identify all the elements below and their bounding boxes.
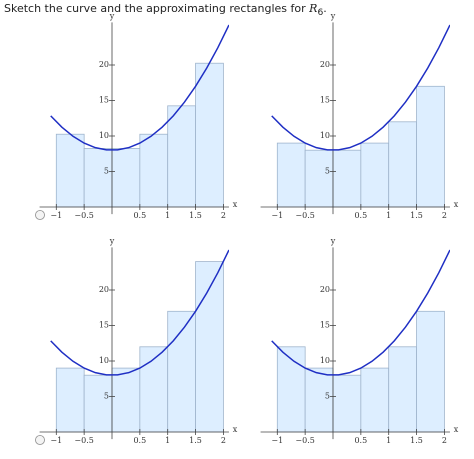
y-tick-label: 10 bbox=[320, 131, 330, 140]
y-tick-label: 10 bbox=[320, 356, 330, 365]
x-tick-label: 0.5 bbox=[133, 436, 146, 445]
bar bbox=[139, 133, 169, 208]
question-text: Sketch the curve and the approximating r… bbox=[4, 2, 306, 15]
y-tick-label: 10 bbox=[99, 356, 109, 365]
chart-panel: x y −1 −0.5 0.5 1 1.5 2 5 10 15 20 bbox=[35, 236, 238, 445]
curve bbox=[271, 249, 450, 376]
bar bbox=[167, 310, 196, 433]
bar bbox=[332, 149, 362, 208]
x-axis-label: x bbox=[233, 200, 238, 209]
x-tick-label: 1 bbox=[386, 211, 391, 220]
y-axis-label: y bbox=[330, 11, 336, 20]
curve bbox=[50, 24, 229, 151]
bar bbox=[167, 105, 196, 208]
x-tick-label: −1 bbox=[271, 436, 283, 445]
x-axis-label: x bbox=[454, 425, 459, 434]
bar bbox=[388, 121, 417, 208]
x-tick-label: 1.5 bbox=[410, 436, 423, 445]
bar bbox=[416, 85, 445, 208]
y-tick-label: 5 bbox=[325, 392, 330, 401]
radio-button[interactable] bbox=[35, 435, 45, 445]
x-tick-label: 0.5 bbox=[354, 436, 367, 445]
bar bbox=[55, 133, 85, 208]
x-tick-label: −0.5 bbox=[74, 211, 93, 220]
x-tick-label: −0.5 bbox=[74, 436, 93, 445]
bar bbox=[304, 149, 334, 208]
x-tick-label: 1 bbox=[165, 436, 170, 445]
x-tick-label: 0.5 bbox=[133, 211, 146, 220]
question: Sketch the curve and the approximating r… bbox=[4, 2, 327, 18]
y-axis-label: y bbox=[109, 236, 115, 245]
x-tick-label: −1 bbox=[50, 211, 62, 220]
y-tick-label: 15 bbox=[320, 321, 330, 330]
x-tick-label: −1 bbox=[271, 211, 283, 220]
curve bbox=[50, 249, 229, 376]
radio-button[interactable] bbox=[35, 210, 45, 220]
bar bbox=[83, 374, 113, 433]
y-tick-label: 20 bbox=[99, 285, 109, 294]
x-tick-label: 2 bbox=[221, 211, 226, 220]
y-tick-label: 15 bbox=[99, 96, 109, 105]
bar bbox=[139, 346, 169, 433]
x-tick-label: 1.5 bbox=[189, 436, 202, 445]
x-tick-label: −1 bbox=[50, 436, 62, 445]
curve bbox=[271, 24, 450, 151]
subscript: 6 bbox=[317, 7, 324, 19]
bar bbox=[111, 148, 141, 208]
y-tick-label: 20 bbox=[99, 60, 109, 69]
punct: . bbox=[323, 2, 327, 15]
bar bbox=[195, 261, 224, 433]
x-axis-label: x bbox=[454, 200, 459, 209]
bar bbox=[195, 62, 224, 208]
y-axis-label: y bbox=[109, 11, 115, 20]
chart-panel: x y −1 −0.5 0.5 1 1.5 2 5 10 15 20 bbox=[35, 11, 238, 220]
bar bbox=[388, 346, 417, 433]
y-tick-label: 10 bbox=[99, 131, 109, 140]
x-tick-label: 0.5 bbox=[354, 211, 367, 220]
x-tick-label: 1.5 bbox=[189, 211, 202, 220]
bar bbox=[360, 142, 390, 208]
bar bbox=[55, 367, 85, 433]
y-tick-label: 5 bbox=[104, 392, 109, 401]
x-tick-label: 1 bbox=[386, 436, 391, 445]
y-tick-label: 5 bbox=[325, 167, 330, 176]
x-tick-label: 1.5 bbox=[410, 211, 423, 220]
x-tick-label: 2 bbox=[221, 436, 226, 445]
bar bbox=[416, 310, 445, 433]
x-tick-label: 2 bbox=[442, 436, 447, 445]
x-tick-label: 1 bbox=[165, 211, 170, 220]
bar bbox=[360, 367, 390, 433]
x-tick-label: −0.5 bbox=[295, 211, 314, 220]
symbol: R bbox=[309, 2, 318, 15]
y-tick-label: 15 bbox=[320, 96, 330, 105]
bar bbox=[83, 148, 113, 208]
bar bbox=[304, 367, 334, 433]
bar bbox=[276, 142, 306, 208]
x-tick-label: −0.5 bbox=[295, 436, 314, 445]
bar bbox=[332, 374, 362, 433]
x-tick-label: 2 bbox=[442, 211, 447, 220]
y-axis-label: y bbox=[330, 236, 336, 245]
bar bbox=[111, 367, 141, 433]
y-tick-label: 5 bbox=[104, 167, 109, 176]
y-tick-label: 20 bbox=[320, 285, 330, 294]
bar bbox=[276, 346, 306, 433]
y-tick-label: 15 bbox=[99, 321, 109, 330]
y-tick-label: 20 bbox=[320, 60, 330, 69]
x-axis-label: x bbox=[233, 425, 238, 434]
